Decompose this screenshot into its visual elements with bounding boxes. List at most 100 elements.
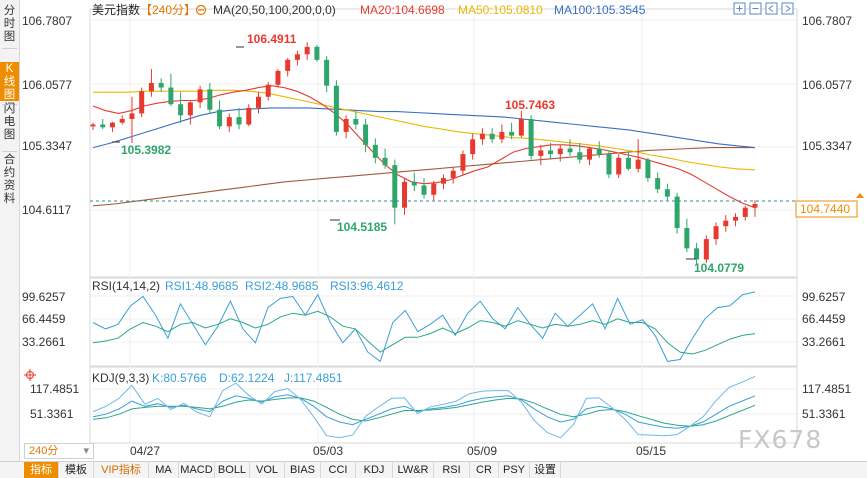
candle-body [489,133,495,140]
candle-body [567,148,573,153]
zoom-in-icon[interactable] [733,2,746,15]
settings-circle-icon[interactable] [195,4,207,16]
rsi3-value: RSI3:96.4612 [330,279,404,293]
kline-chart[interactable]: 美元指数 【240分】 MA(20,50,100,200,0,0) MA20:1… [0,0,867,462]
sidebar: 分时图 K线图闪电图合约资料 [0,0,20,462]
candle-body [197,89,203,103]
date-label: 05/03 [313,444,343,458]
indicator-toolbar: 指标 模板 VIP指标 MA MACD BOLL VOL BIAS CCI KDJ LW&R RSI C… [0,461,867,478]
candle-body [655,178,661,190]
indicator-tab[interactable]: KDJ [356,462,393,478]
candle-body [664,189,670,197]
watermark: FX678 [738,425,823,454]
candle-body [460,154,466,171]
candle-body [548,150,554,155]
price-tick-left: 105.3347 [22,139,72,153]
last-price-tag [795,200,858,218]
candlesticks [90,42,758,265]
candle-body [256,96,261,108]
indicator-tab[interactable]: BIAS [285,462,321,478]
ma100-line [92,107,756,149]
candle-body [645,159,651,179]
kdj-tick-right: 117.4851 [802,382,851,396]
indicator-tab[interactable]: PSY [499,462,530,478]
indicator-tab[interactable]: BOLL [215,462,250,478]
candle-body [402,181,408,208]
price-tick-right: 106.0577 [802,78,852,92]
candle-body [100,124,106,128]
candle-body [538,150,544,156]
scroll-right-icon[interactable] [781,2,794,15]
candle-body [226,117,232,127]
kdj-k-value: K:80.5766 [152,371,207,385]
indicator-tab[interactable]: VIP指标 [94,462,149,478]
candle-body [440,178,446,184]
rsi3-line [92,310,756,355]
sidebar-tab[interactable]: 分时图 [3,5,16,43]
indicator-tab[interactable]: 设置 [530,462,561,478]
candle-body [470,139,476,155]
crosshair-icon[interactable] [24,369,36,381]
candle-body [411,181,417,186]
price-panel-frame [89,8,798,278]
kdj-tick-right: 51.3361 [802,407,846,421]
candle-body [168,87,174,105]
indicator-tab[interactable]: MACD [179,462,215,478]
rsi-tick-right: 66.4459 [802,312,846,326]
sidebar-tab[interactable]: 合约资料 [3,154,16,205]
up-arrow-icon [856,193,864,198]
candle-body [509,131,515,136]
annotation-high: 106.4911 [247,32,297,46]
sidebar-tab[interactable]: K线图 [0,62,19,101]
candle-body [294,54,300,60]
price-tick-left: 106.7807 [22,14,72,28]
zoom-out-icon[interactable] [749,2,762,15]
candle-body [158,82,164,88]
candle-body [528,118,534,156]
timeframe-label[interactable]: 【240分】 [140,3,196,17]
candle-body [236,117,242,125]
timeframe-select[interactable]: 240分 ▾ [24,443,94,459]
kdj-j-value: J:117.4851 [284,371,343,385]
indicator-tab[interactable]: 模板 [59,462,94,478]
kdj-label: KDJ(9,3,3) [92,371,149,385]
sidebar-divider [2,48,17,49]
ma50-value: MA50:105.0810 [458,3,543,17]
date-label: 05/09 [467,444,497,458]
candle-body [148,82,154,92]
candle-body [353,118,359,125]
candle-body [587,148,592,160]
kdj-panel-frame [89,366,798,444]
indicator-tab[interactable]: CCI [321,462,356,478]
rsi-tick-left: 99.6257 [22,290,66,304]
indicator-tab[interactable]: VOL [250,462,285,478]
candle-body [304,46,310,55]
candle-body [109,122,115,128]
candle-body [129,113,135,119]
indicator-tab[interactable]: MA [149,462,179,478]
candle-body [275,70,281,85]
candle-body [703,239,709,260]
candle-body [139,91,145,114]
indicator-tab[interactable]: LW&R [393,462,434,478]
annotation-low2: 104.5185 [337,220,387,234]
candle-body [90,124,96,127]
candle-body [382,157,388,166]
indicator-tab[interactable]: 指标 [24,462,59,478]
kdj-tick-left: 51.3361 [30,407,74,421]
candle-body [733,216,739,221]
sidebar-tab[interactable]: 闪电图 [3,103,16,141]
candle-body [343,118,349,132]
candle-body [450,170,456,179]
candle-body [324,59,330,86]
scroll-left-icon[interactable] [765,2,778,15]
candle-body [684,228,690,249]
indicator-tab[interactable]: CR [470,462,499,478]
rsi-tick-left: 66.4459 [22,312,66,326]
ma-settings-label[interactable]: MA(20,50,100,200,0,0) [213,3,336,17]
rsi-label: RSI(14,14,2) [92,279,160,293]
candle-body [187,102,193,116]
kdj-j-line [92,375,756,439]
candle-body [713,226,719,240]
indicator-tab[interactable]: RSI [434,462,470,478]
